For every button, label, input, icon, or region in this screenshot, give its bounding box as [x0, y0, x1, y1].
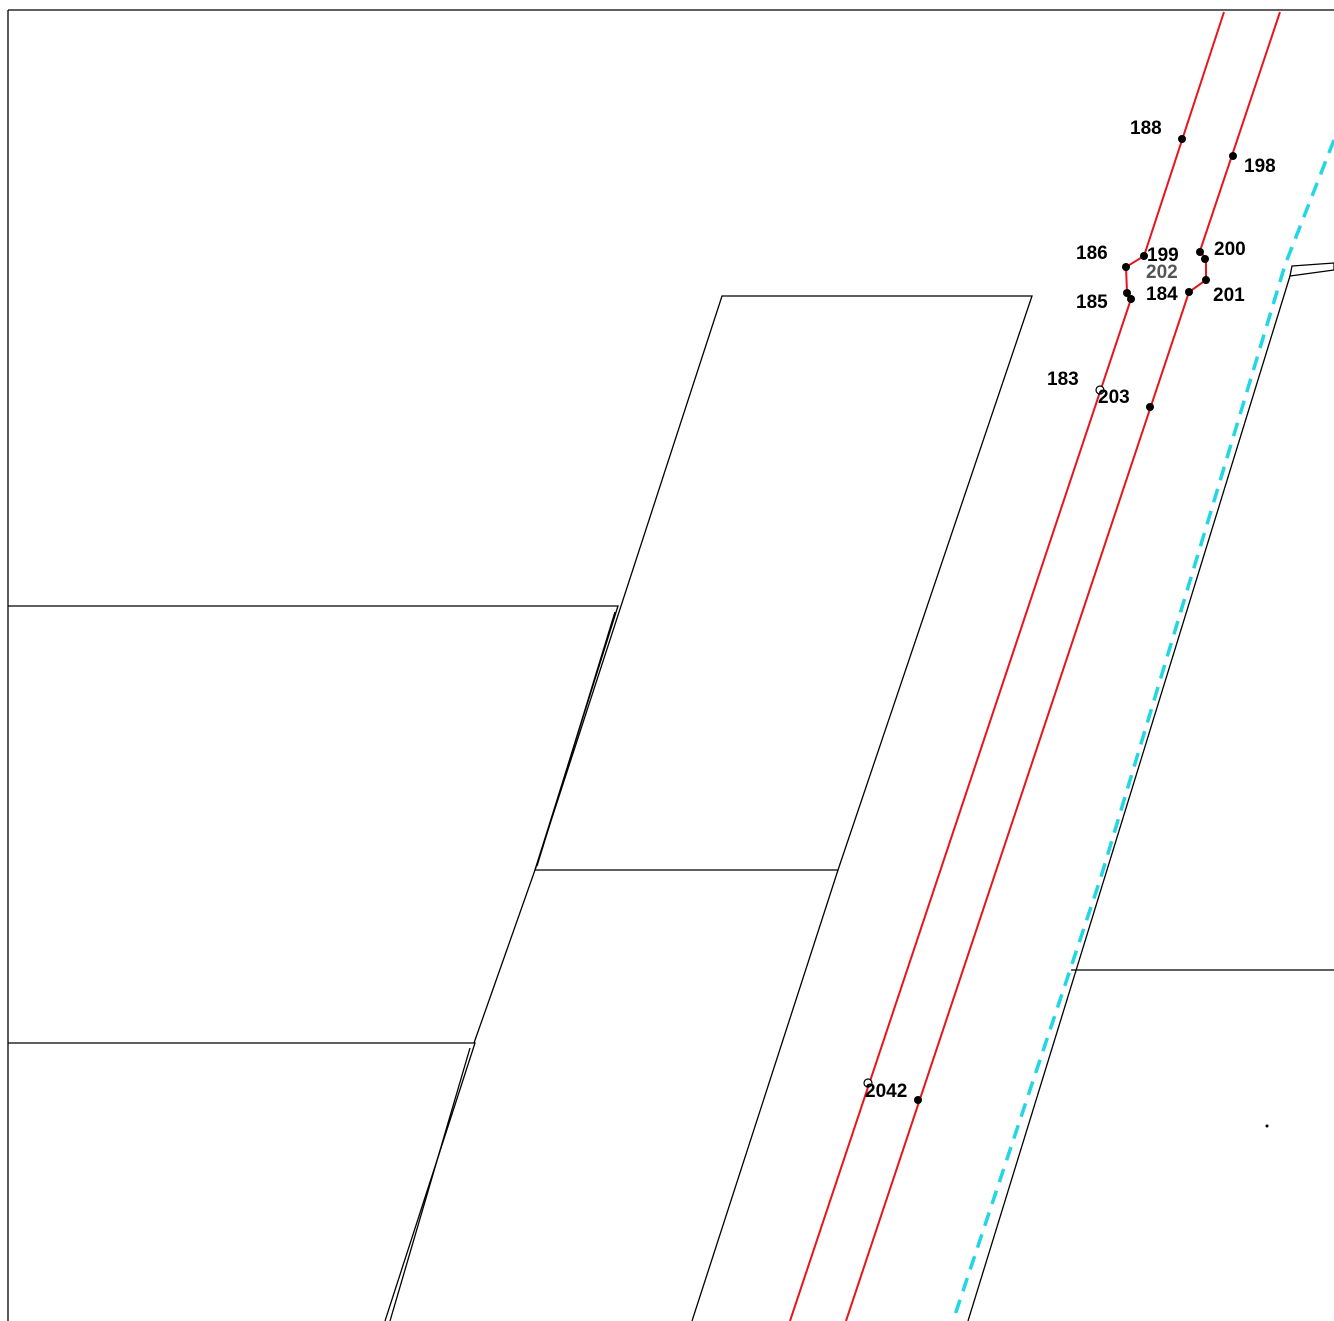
road-east-edge	[967, 275, 1291, 1321]
point-2042-marker[interactable]	[914, 1096, 922, 1104]
parcel-left-upper-double	[536, 611, 616, 867]
label-199: 199	[1147, 245, 1179, 266]
map-frame	[7, 9, 1334, 1321]
red-line-west[interactable]	[789, 11, 1225, 1321]
point-200-marker[interactable]	[1196, 248, 1204, 256]
point-185-marker[interactable]	[1123, 289, 1131, 297]
parcel-left-lower-double	[389, 1047, 471, 1321]
parcel-left-lower[interactable]	[8, 1042, 476, 1321]
point-199-marker[interactable]	[1140, 252, 1148, 260]
point-188-marker[interactable]	[1178, 135, 1186, 143]
label-183: 183	[1047, 369, 1079, 390]
stray-dot	[1265, 1124, 1269, 1128]
label-202: 202	[1146, 262, 1178, 283]
point-183-marker[interactable]	[1095, 385, 1105, 395]
label-186: 186	[1076, 243, 1108, 264]
parcel-boundaries	[8, 262, 1334, 1321]
parcel-left-upper[interactable]	[8, 605, 619, 871]
parcel-lower-block[interactable]	[473, 869, 536, 1044]
point-labels: 188 198 186 199 202 200 185 184 201 183 …	[865, 118, 1276, 1102]
point-198-marker[interactable]	[1229, 152, 1237, 160]
point-200b-marker[interactable]	[1201, 255, 1209, 263]
label-188: 188	[1130, 118, 1162, 139]
point-203-marker[interactable]	[1146, 403, 1154, 411]
red-line-east[interactable]	[845, 11, 1281, 1321]
label-201: 201	[1213, 285, 1245, 306]
label-200: 200	[1214, 239, 1246, 260]
label-2042: 2042	[865, 1081, 907, 1102]
label-184: 184	[1146, 284, 1178, 305]
point-185b-marker[interactable]	[1127, 295, 1135, 303]
parcel-upper-block[interactable]	[534, 295, 1033, 871]
label-185: 185	[1076, 292, 1108, 313]
road-spur[interactable]	[1289, 262, 1334, 277]
red-boundaries	[789, 11, 1281, 1321]
label-198: 198	[1244, 156, 1276, 177]
parcel-lower-block-east[interactable]	[691, 869, 839, 1321]
point-186-marker[interactable]	[1122, 263, 1130, 271]
point-204-marker[interactable]	[863, 1078, 873, 1088]
point-184-marker[interactable]	[1185, 288, 1193, 296]
point-markers	[863, 135, 1269, 1128]
point-201-marker[interactable]	[1202, 276, 1210, 284]
label-203: 203	[1098, 387, 1130, 408]
